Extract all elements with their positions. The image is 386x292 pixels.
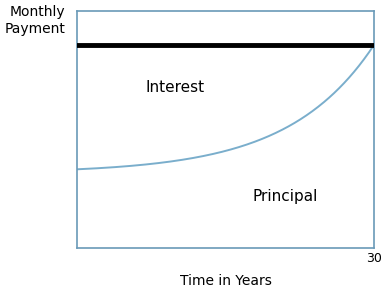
Text: Principal: Principal — [252, 189, 318, 204]
X-axis label: Time in Years: Time in Years — [179, 274, 271, 288]
Text: Interest: Interest — [146, 80, 205, 95]
Text: Monthly
Payment: Monthly Payment — [4, 6, 65, 36]
